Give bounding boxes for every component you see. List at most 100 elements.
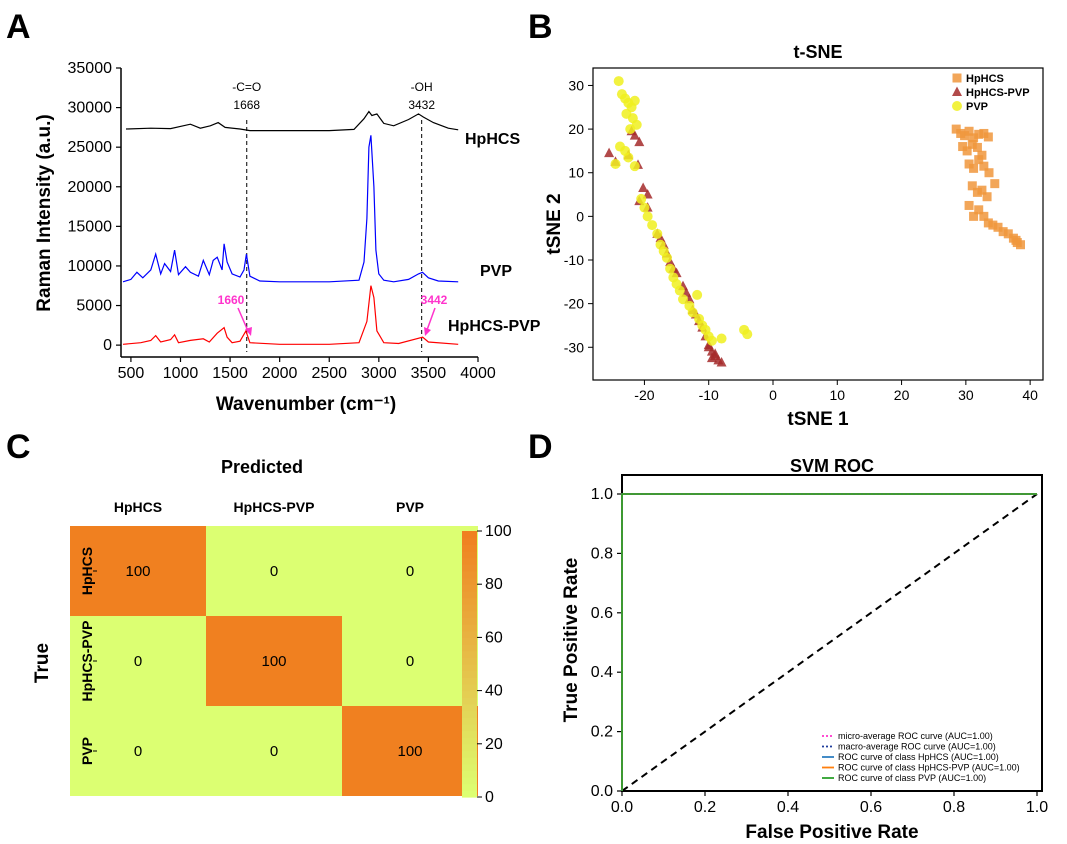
colorbar-segment [462, 597, 477, 605]
tsne-plot-frame [592, 67, 1044, 381]
tsne-chart: t-SNE -20 -10 0 10 20 30 40 -30 -20 -10 0 10 20 30 H… [544, 42, 1044, 430]
tsne-y-tick-label: -10 [564, 252, 584, 268]
tsne-point-pvp [647, 220, 658, 231]
colorbar-segment [462, 750, 477, 758]
confusion-matrix-y-axis-title: True [32, 643, 53, 683]
tsne-point-pvp [665, 263, 676, 274]
raman-series-line [122, 135, 459, 283]
colorbar-segment [462, 737, 477, 745]
tsne-point-pvp [636, 193, 647, 204]
colorbar-segment [462, 743, 477, 752]
colorbar-segment [462, 677, 477, 685]
raman-peak-arrowhead [424, 327, 431, 336]
roc-x-tick-label: 0.6 [860, 799, 882, 816]
tsne-y-tick-label: 20 [568, 121, 584, 137]
tsne-point-hphcs [962, 146, 972, 156]
tsne-x-tick-label: 10 [829, 387, 845, 403]
tsne-point-hphcs [964, 126, 974, 136]
tsne-legend-marker [952, 86, 962, 96]
raman-x-tick-label: 3000 [361, 365, 397, 382]
confusion-matrix-cell-value: 0 [134, 653, 142, 670]
raman-chart: 500 1000 1500 2000 2500 3000 3500 4000 0 5000 100… [34, 60, 541, 415]
colorbar-segment [462, 630, 477, 638]
colorbar-tick-label: 100 [485, 523, 512, 540]
roc-legend-label: ROC curve of class PVP (AUC=1.00) [838, 773, 986, 783]
panel-letter-b: B [528, 8, 553, 46]
colorbar-segment [462, 777, 477, 785]
tsne-x-tick-label: 0 [769, 387, 777, 403]
tsne-point-hphcs [998, 227, 1008, 237]
tsne-point-hphcs [1011, 235, 1021, 245]
roc-title: SVM ROC [790, 456, 874, 476]
tsne-legend-marker [952, 101, 962, 111]
colorbar-segment [462, 670, 477, 678]
confusion-matrix-cell [70, 706, 206, 796]
raman-series-label: HpHCS [465, 131, 520, 148]
roc-x-tick-label: 0.2 [694, 799, 716, 816]
colorbar-segment [462, 697, 477, 705]
tsne-point-hphcs [1003, 229, 1013, 239]
raman-x-tick-label: 2000 [262, 365, 298, 382]
tsne-point-hphcs [993, 222, 1003, 232]
tsne-point-hphcs-pvp [716, 357, 727, 367]
raman-series-line [125, 110, 459, 132]
colorbar-segment [462, 723, 477, 732]
raman-peak-label: 1660 [218, 293, 245, 307]
confusion-matrix-column-label: HpHCS [114, 499, 162, 515]
roc-x-tick-label: 0.8 [943, 799, 965, 816]
tsne-y-tick-label: 30 [568, 77, 584, 93]
colorbar-segment [462, 544, 477, 552]
tsne-x-tick-label: -20 [634, 387, 654, 403]
colorbar-segment [462, 664, 477, 672]
colorbar-segment [462, 717, 477, 725]
tsne-point-hphcs [969, 211, 979, 221]
tsne-point-hphcs [974, 155, 984, 165]
tsne-x-axis-title: tSNE 1 [787, 409, 849, 430]
colorbar-segment [462, 584, 477, 592]
tsne-point-pvp [642, 211, 653, 222]
confusion-matrix-cell-value: 0 [406, 563, 414, 580]
colorbar-segment [462, 604, 477, 612]
colorbar-segment [462, 537, 477, 545]
confusion-matrix-column-label: HpHCS-PVP [234, 499, 315, 515]
roc-chart: SVM ROC 0.0 0.2 0.4 0.6 0.8 1.0 0.0 0.2 0.4 0.6 0… [561, 456, 1048, 843]
roc-y-tick-label: 1.0 [591, 486, 613, 503]
tsne-x-tick-label: -10 [699, 387, 719, 403]
colorbar-segment [462, 710, 477, 718]
roc-y-tick-label: 0.4 [591, 664, 613, 681]
tsne-point-pvp [613, 76, 624, 87]
confusion-matrix-cell-value: 100 [125, 563, 150, 580]
confusion-matrix-cell-value: 0 [270, 743, 278, 760]
raman-y-tick-label: 20000 [68, 179, 113, 196]
confusion-matrix-cell [342, 706, 478, 796]
confusion-matrix-row-label: PVP [79, 737, 95, 765]
raman-x-tick-label: 1000 [163, 365, 199, 382]
colorbar-segment [462, 730, 477, 738]
confusion-matrix: Predicted 100 0 0 0 100 0 0 0 100 HpHCS HpHCS-PVP… [32, 457, 512, 806]
confusion-matrix-cell-value: 0 [406, 653, 414, 670]
raman-x-tick-label: 2500 [311, 365, 347, 382]
confusion-matrix-cell [206, 616, 342, 706]
roc-x-tick-label: 0.4 [777, 799, 799, 816]
roc-y-axis-title: True Positive Rate [561, 558, 582, 723]
confusion-matrix-cell-value: 0 [134, 743, 142, 760]
roc-legend-label: ROC curve of class HpHCS-PVP (AUC=1.00) [838, 763, 1020, 773]
confusion-matrix-cell [70, 526, 206, 616]
colorbar-segment [462, 570, 477, 579]
panel-letter-a: A [6, 8, 31, 46]
raman-annotation: -OH [411, 80, 433, 94]
raman-y-tick-label: 0 [103, 337, 112, 354]
tsne-point-hphcs [969, 133, 979, 143]
tsne-legend-marker [952, 73, 962, 83]
tsne-point-pvp [687, 307, 698, 318]
tsne-point-hphcs [982, 192, 992, 202]
tsne-point-pvp [706, 335, 717, 346]
tsne-title: t-SNE [794, 42, 843, 62]
tsne-point-hphcs [967, 139, 977, 149]
roc-y-tick-label: 0.8 [591, 545, 613, 562]
roc-y-tick-label: 0.0 [591, 783, 613, 800]
tsne-x-tick-label: 30 [958, 387, 974, 403]
tsne-point-hphcs [990, 179, 1000, 189]
colorbar-segment [462, 624, 477, 632]
roc-legend-label: macro-average ROC curve (AUC=1.00) [838, 742, 996, 752]
